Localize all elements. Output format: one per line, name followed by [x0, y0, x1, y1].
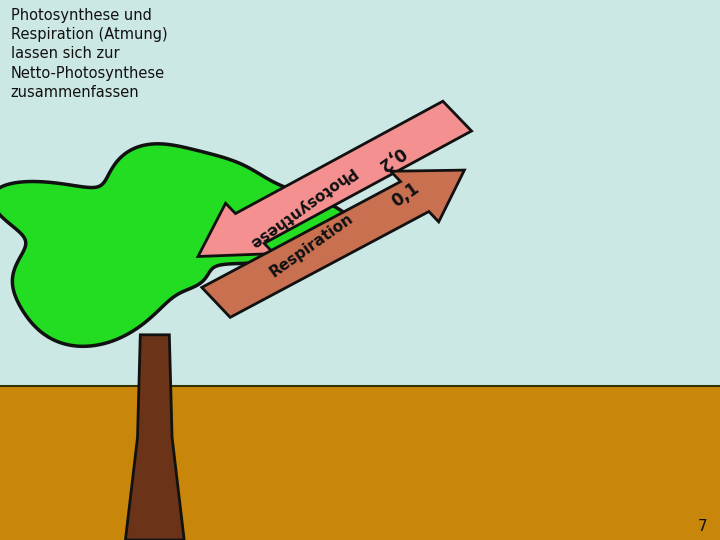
Text: 0,2: 0,2	[374, 143, 409, 174]
Polygon shape	[198, 101, 472, 256]
Polygon shape	[125, 335, 184, 540]
Text: Photosynthese und
Respiration (Atmung)
lassen sich zur
Netto-Photosynthese
zusam: Photosynthese und Respiration (Atmung) l…	[11, 8, 168, 100]
Text: Photosynthese: Photosynthese	[244, 164, 357, 251]
Polygon shape	[202, 170, 464, 318]
Text: Respiration: Respiration	[266, 211, 356, 280]
Bar	[0, 386, 720, 540]
Polygon shape	[0, 144, 354, 346]
Text: 7: 7	[698, 518, 707, 534]
Text: 0,1: 0,1	[388, 179, 423, 211]
